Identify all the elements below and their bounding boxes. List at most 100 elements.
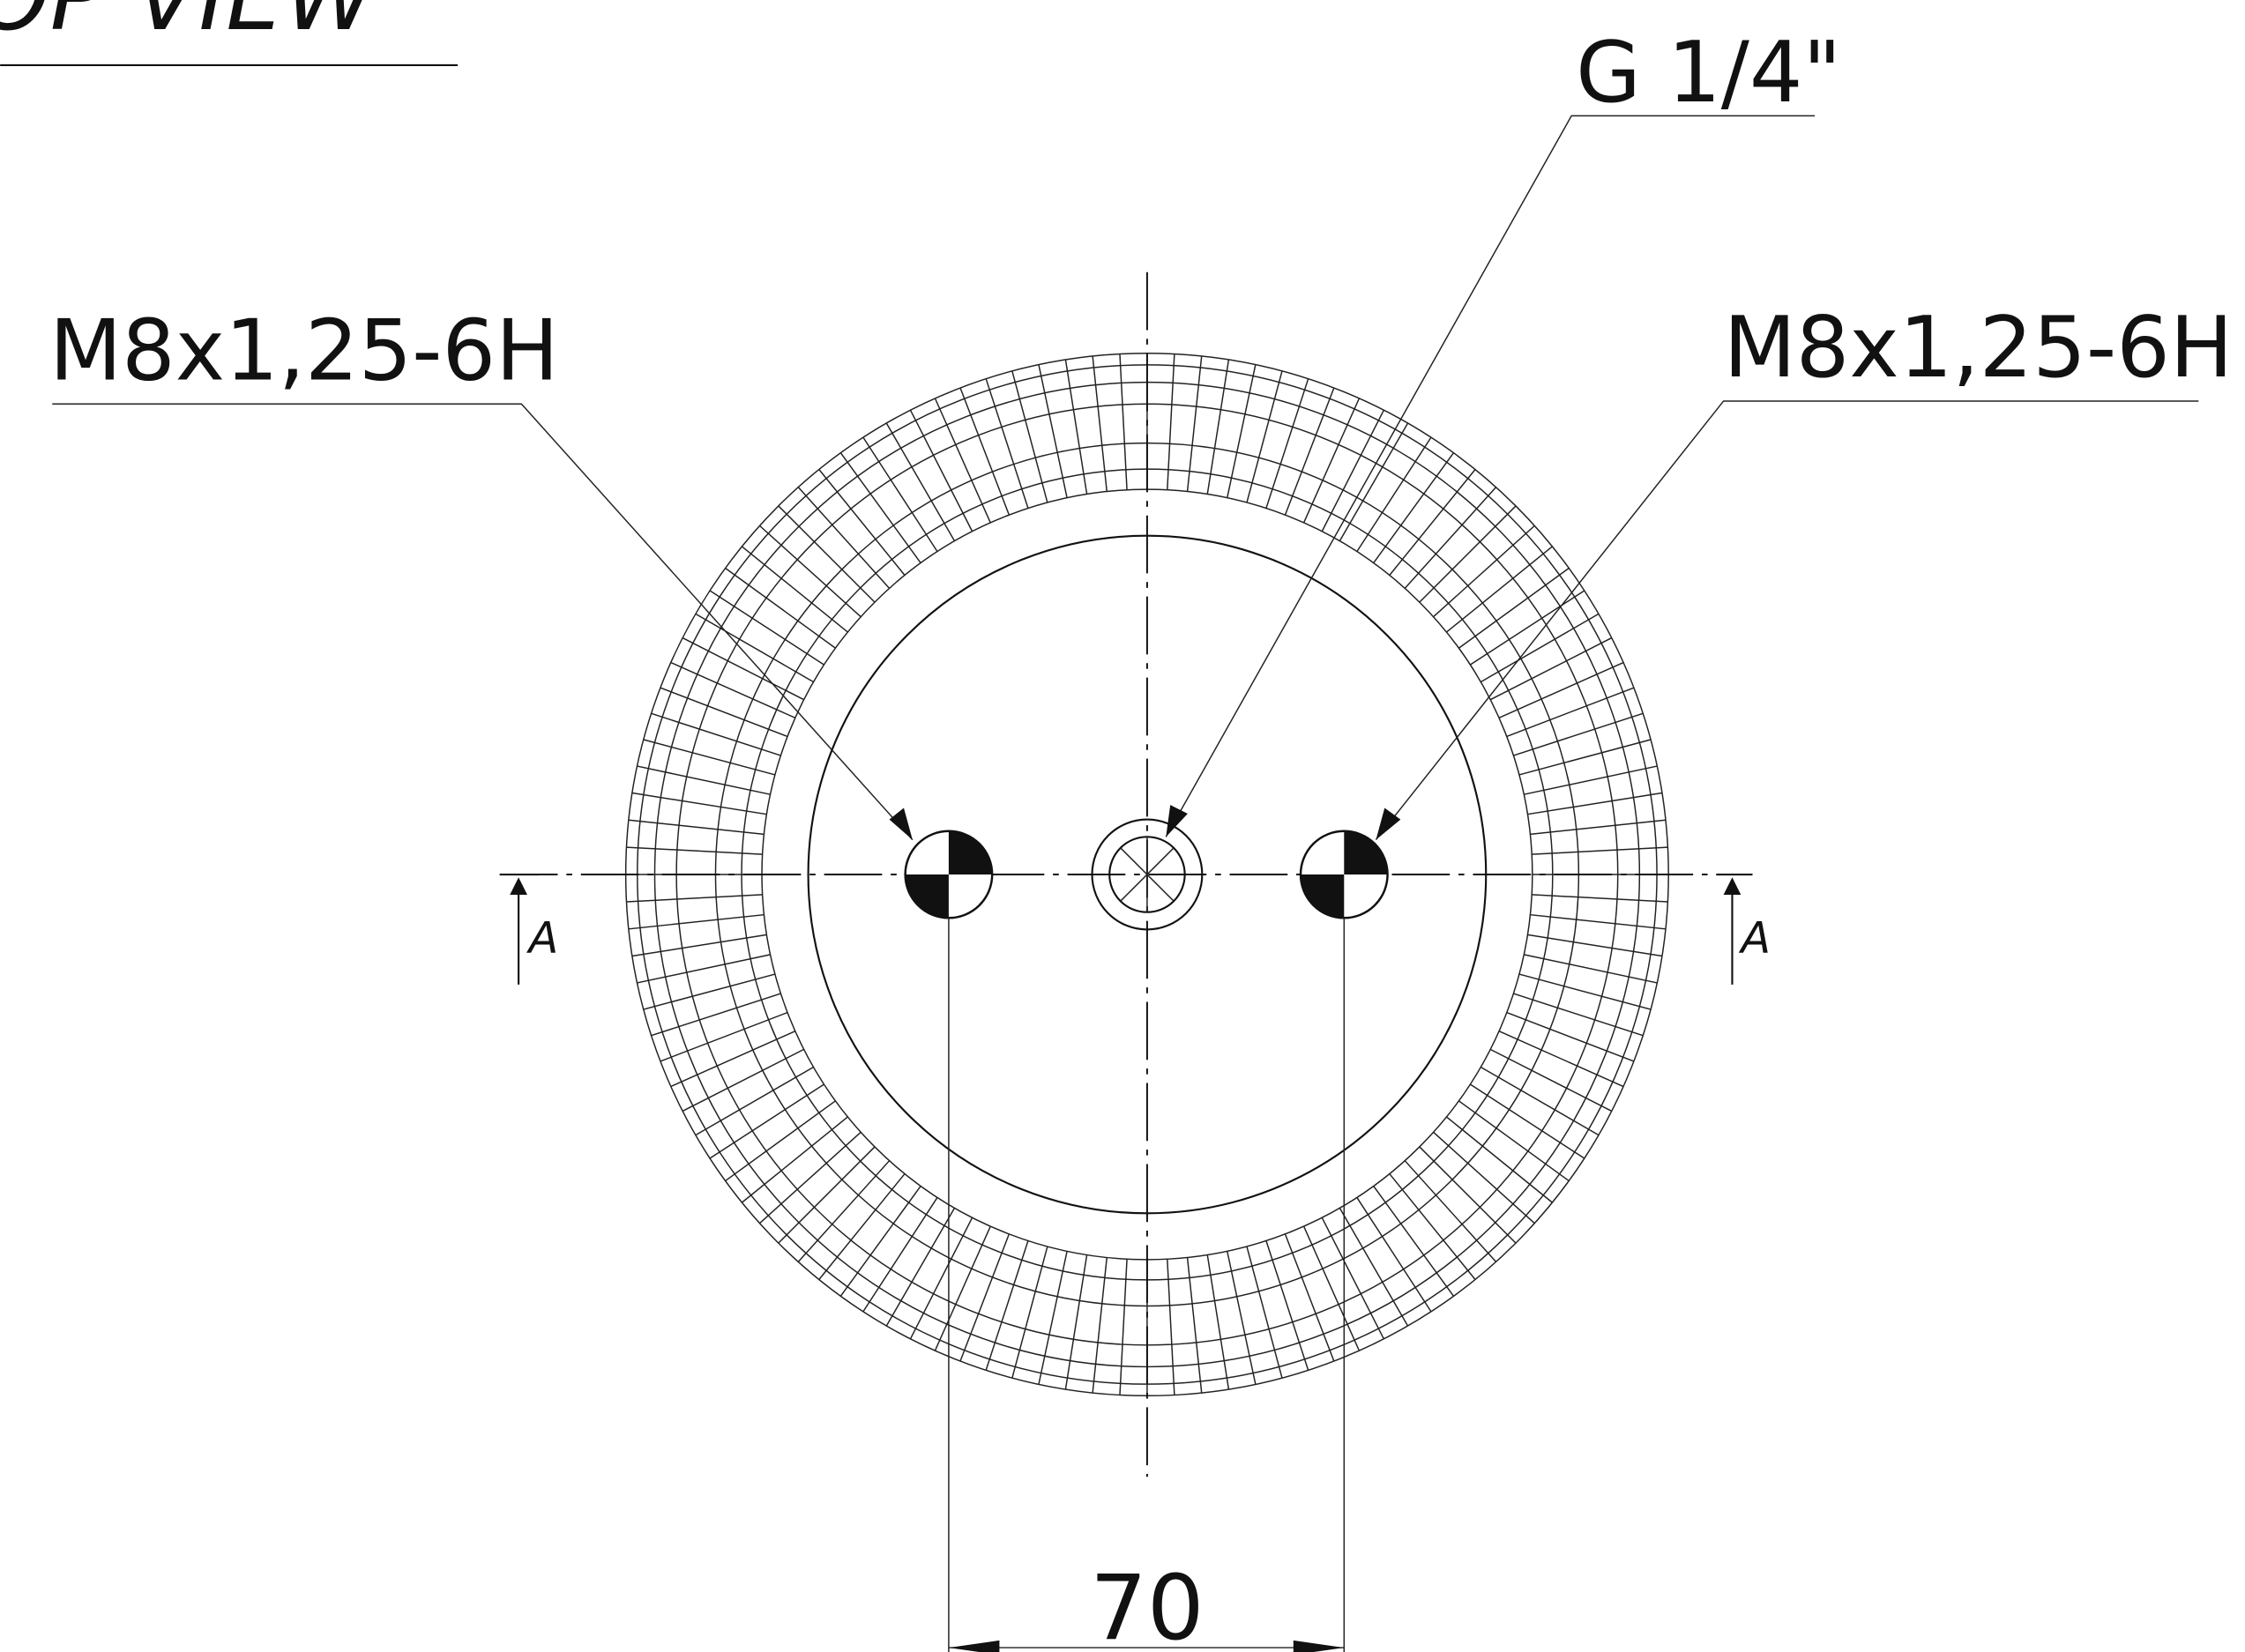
ring-rib [1167, 1259, 1175, 1395]
ring-rib [797, 487, 891, 589]
ring-rib [1246, 370, 1283, 503]
ring-rib [778, 505, 876, 603]
ring-rib [651, 993, 781, 1037]
ring-rib [778, 1146, 876, 1244]
section-mark-right [1716, 873, 1753, 985]
ring-rib [1064, 359, 1088, 495]
ring-rib [1480, 1066, 1600, 1136]
ring-rib [1119, 1259, 1128, 1395]
ring-rib [759, 525, 861, 618]
ring-rib [682, 1048, 804, 1112]
ring-rib [695, 1066, 814, 1136]
ring-rib [725, 567, 836, 649]
ring-rib [631, 934, 767, 957]
leader [1375, 400, 2199, 841]
right-hole [1299, 830, 1389, 919]
ring-rib [1498, 661, 1624, 718]
ring-rib [1011, 370, 1048, 503]
ring-rib [1518, 973, 1652, 1010]
ring-rib [1404, 1160, 1497, 1262]
ring-rib [1373, 452, 1455, 564]
ring-rib [909, 1217, 973, 1340]
ring-rib [643, 739, 776, 776]
ring-rib [885, 422, 956, 542]
ring-rib [1119, 353, 1128, 490]
ring-rib [1524, 765, 1658, 795]
ring-rib [1445, 1116, 1553, 1203]
ring-rib [909, 409, 973, 532]
ring-rib [660, 687, 788, 738]
ring-rib [1532, 894, 1668, 903]
ring-rib [725, 1100, 836, 1182]
ring-rib [1206, 1254, 1230, 1390]
ring-rib [670, 1031, 796, 1088]
ring-rib [1489, 1048, 1613, 1112]
ring-rib [1458, 567, 1570, 649]
ring-rib [839, 1186, 921, 1297]
ring-rib [1458, 1100, 1570, 1182]
ring-rib [1186, 355, 1203, 492]
ring-rib [1530, 819, 1667, 836]
ring-rib [1419, 1146, 1517, 1244]
section-mark-left [499, 873, 540, 985]
ring-rib [1356, 436, 1432, 553]
ring-rib [1445, 546, 1553, 633]
ring-rib [1389, 469, 1476, 576]
leader [52, 403, 914, 841]
ring-rib [1339, 1208, 1409, 1327]
ring-rib [643, 973, 776, 1010]
callout-label: G 1/4" [1576, 25, 1841, 122]
ring-rib [660, 1011, 788, 1062]
ring-rib [1518, 739, 1652, 776]
ring-rib [1404, 487, 1497, 589]
ring-rib [862, 1197, 938, 1313]
ring-rib [1321, 1217, 1385, 1340]
section-label: A [526, 912, 559, 964]
ring-rib [1373, 1186, 1455, 1297]
ring-rib [1227, 1251, 1257, 1385]
ring-rib [741, 546, 848, 633]
ring-rib [1480, 613, 1600, 683]
ring-rib [934, 398, 991, 524]
ring-rib [1356, 1197, 1432, 1313]
ring-rib [1092, 355, 1108, 492]
left-hole [904, 830, 994, 919]
ring-rib [885, 1208, 956, 1327]
ring-rib [1527, 934, 1663, 957]
ring-rib [1265, 378, 1309, 509]
ring-rib [709, 1083, 824, 1159]
ring-rib [1530, 913, 1667, 930]
ring-rib [1498, 1031, 1624, 1088]
ring-rib [1038, 364, 1068, 498]
ring-rib [1302, 1225, 1361, 1351]
ring-rib [1524, 954, 1658, 984]
ring-rib [1506, 1011, 1635, 1062]
ring-rib [1265, 1240, 1309, 1371]
ring-rib [1092, 1257, 1108, 1394]
ring-rib [1284, 387, 1335, 516]
ring-rib [670, 661, 796, 718]
ring-rib [628, 819, 764, 836]
ring-rib [1527, 792, 1663, 815]
ring-rib [1513, 993, 1644, 1037]
ring-rib [709, 590, 824, 666]
ring-rib [1064, 1254, 1088, 1390]
ring-rib [741, 1116, 848, 1203]
ring-rib [1419, 505, 1517, 603]
ring-rib [985, 378, 1029, 509]
ring-rib [1469, 590, 1585, 666]
callout-label: M8x1,25-6H [1724, 300, 2234, 397]
ring-rib [682, 636, 804, 701]
ring-rib [1532, 846, 1668, 855]
ring-rib [1513, 712, 1644, 756]
ring-rib [1011, 1246, 1048, 1379]
ring-rib [959, 387, 1011, 516]
ring-rib [797, 1160, 891, 1262]
ring-rib [862, 436, 938, 553]
view-title: TOP VIEW [0, 0, 380, 51]
leader [1165, 115, 1816, 837]
ring-rib [985, 1240, 1029, 1371]
ring-rib [1227, 364, 1257, 498]
ring-rib [1321, 409, 1385, 532]
